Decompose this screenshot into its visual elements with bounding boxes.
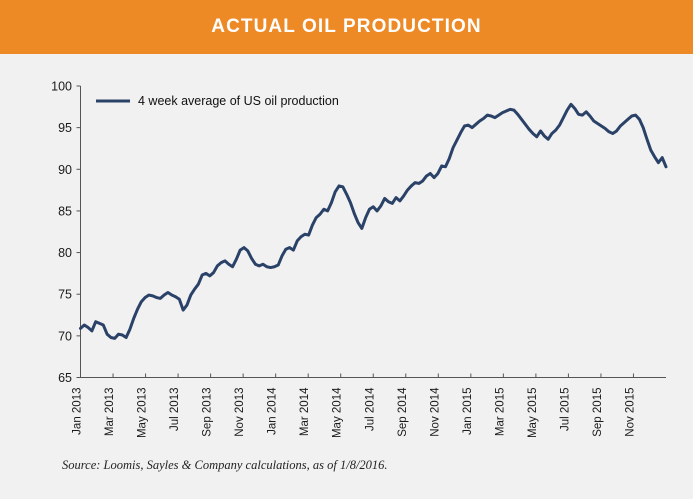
x-tick-label: May 2014 bbox=[332, 387, 344, 438]
x-tick-label: May 2013 bbox=[137, 388, 149, 439]
x-tick-mark-group bbox=[80, 373, 634, 378]
y-tick-label: 75 bbox=[58, 288, 72, 302]
chart-container: Production Count in Hundreds 65707580859… bbox=[0, 54, 693, 499]
series-line-4-week-average bbox=[79, 102, 668, 340]
x-tick-label: Nov 2013 bbox=[234, 388, 246, 437]
legend-label: 4 week average of US oil production bbox=[138, 94, 339, 108]
x-tick-label: Jul 2015 bbox=[559, 388, 571, 431]
source-note: Source: Loomis, Sayles & Company calcula… bbox=[62, 458, 388, 472]
x-tick-label: Jul 2013 bbox=[169, 388, 181, 431]
y-tick-label: 80 bbox=[58, 246, 72, 260]
y-tick-label-group: 65 70 75 80 85 90 95 100 bbox=[51, 80, 72, 386]
x-tick-label: Nov 2015 bbox=[624, 388, 636, 437]
y-tick-label: 70 bbox=[58, 329, 72, 343]
x-tick-label: May 2015 bbox=[527, 388, 539, 439]
page-title: ACTUAL OIL PRODUCTION bbox=[211, 16, 482, 37]
y-tick-label: 95 bbox=[58, 121, 72, 135]
x-tick-label: Jan 2014 bbox=[267, 387, 279, 435]
y-tick-mark-group bbox=[76, 85, 81, 378]
x-tick-label: Sep 2015 bbox=[592, 388, 604, 437]
x-tick-label: Sep 2014 bbox=[397, 387, 409, 437]
y-tick-label: 100 bbox=[51, 80, 72, 94]
page-title-banner: ACTUAL OIL PRODUCTION bbox=[0, 0, 693, 54]
line-chart-svg: 65 70 75 80 85 90 95 100 Jan 2013 Mar 2013 May 20… bbox=[51, 80, 668, 438]
y-tick-label: 90 bbox=[58, 163, 72, 177]
x-tick-label: Jan 2015 bbox=[462, 388, 474, 435]
x-tick-label-group: Jan 2013 Mar 2013 May 2013 Jul 2013 Sep 2013… bbox=[72, 387, 637, 438]
x-tick-label: Nov 2014 bbox=[429, 387, 441, 437]
x-tick-label: Jul 2014 bbox=[364, 387, 376, 431]
x-tick-label: Jan 2013 bbox=[72, 388, 84, 435]
x-tick-label: Mar 2014 bbox=[299, 387, 311, 436]
x-tick-label: Sep 2013 bbox=[202, 388, 214, 437]
x-tick-label: Mar 2013 bbox=[104, 388, 116, 437]
x-tick-label: Mar 2015 bbox=[494, 387, 506, 436]
y-tick-label: 65 bbox=[58, 371, 72, 385]
y-tick-label: 85 bbox=[58, 204, 72, 218]
